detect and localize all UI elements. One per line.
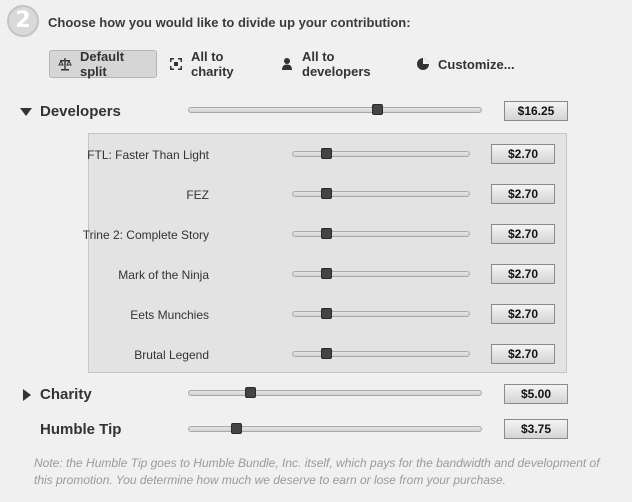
charity-expand-toggle[interactable]: [23, 389, 31, 401]
humble-tip-amount[interactable]: $3.75: [504, 419, 568, 439]
game-name-eets-munchies: Eets Munchies: [130, 308, 209, 322]
developers-slider-thumb[interactable]: [372, 104, 383, 115]
game-slider-trine-2[interactable]: [292, 228, 470, 239]
split-prompt: Choose how you would like to divide up y…: [48, 15, 411, 30]
game-amount-ftl[interactable]: $2.70: [491, 144, 555, 164]
humble-tip-slider-thumb[interactable]: [231, 423, 242, 434]
charity-amount[interactable]: $5.00: [504, 384, 568, 404]
game-amount-brutal-legend[interactable]: $2.70: [491, 344, 555, 364]
charity-slider[interactable]: [188, 387, 482, 398]
customize-button[interactable]: Customize...: [416, 50, 515, 78]
developers-label: Developers: [40, 103, 121, 120]
game-name-trine-2: Trine 2: Complete Story: [82, 228, 209, 242]
developers-games-panel: FTL: Faster Than Light $2.70 FEZ $2.70 T…: [83, 133, 567, 373]
all-to-developers-button[interactable]: All to developers: [280, 49, 371, 79]
expand-arrows-icon: [169, 57, 183, 71]
charity-slider-thumb[interactable]: [245, 387, 256, 398]
game-slider-thumb[interactable]: [321, 228, 332, 239]
game-name-brutal-legend: Brutal Legend: [134, 348, 209, 362]
step-number-badge: 2: [7, 5, 39, 37]
game-amount-fez[interactable]: $2.70: [491, 184, 555, 204]
pie-chart-icon: [416, 57, 430, 71]
game-slider-ftl[interactable]: [292, 148, 470, 159]
customize-label: Customize...: [438, 56, 515, 72]
developers-slider[interactable]: [188, 104, 482, 115]
game-amount-eets-munchies[interactable]: $2.70: [491, 304, 555, 324]
game-slider-thumb[interactable]: [321, 308, 332, 319]
charity-label: Charity: [40, 386, 92, 403]
person-icon: [280, 57, 294, 71]
default-split-button[interactable]: Default split: [49, 49, 157, 79]
humble-tip-note: Note: the Humble Tip goes to Humble Bund…: [34, 456, 600, 487]
game-slider-fez[interactable]: [292, 188, 470, 199]
all-to-developers-label: All to developers: [302, 49, 371, 79]
scale-icon: [58, 57, 72, 71]
game-slider-mark-of-the-ninja[interactable]: [292, 268, 470, 279]
game-name-ftl: FTL: Faster Than Light: [87, 148, 209, 162]
humble-tip-slider[interactable]: [188, 423, 482, 434]
game-name-fez: FEZ: [186, 188, 209, 202]
game-slider-thumb[interactable]: [321, 268, 332, 279]
game-amount-mark-of-the-ninja[interactable]: $2.70: [491, 264, 555, 284]
default-split-label: Default split: [80, 49, 125, 79]
game-slider-eets-munchies[interactable]: [292, 308, 470, 319]
game-name-mark-of-the-ninja: Mark of the Ninja: [118, 268, 209, 282]
game-slider-thumb[interactable]: [321, 188, 332, 199]
humble-tip-label: Humble Tip: [40, 421, 122, 438]
developers-collapse-toggle[interactable]: [20, 108, 32, 116]
game-slider-brutal-legend[interactable]: [292, 348, 470, 359]
all-to-charity-button[interactable]: All to charity: [169, 49, 234, 79]
developers-amount[interactable]: $16.25: [504, 101, 568, 121]
all-to-charity-label: All to charity: [191, 49, 234, 79]
game-amount-trine-2[interactable]: $2.70: [491, 224, 555, 244]
game-slider-thumb[interactable]: [321, 148, 332, 159]
game-slider-thumb[interactable]: [321, 348, 332, 359]
